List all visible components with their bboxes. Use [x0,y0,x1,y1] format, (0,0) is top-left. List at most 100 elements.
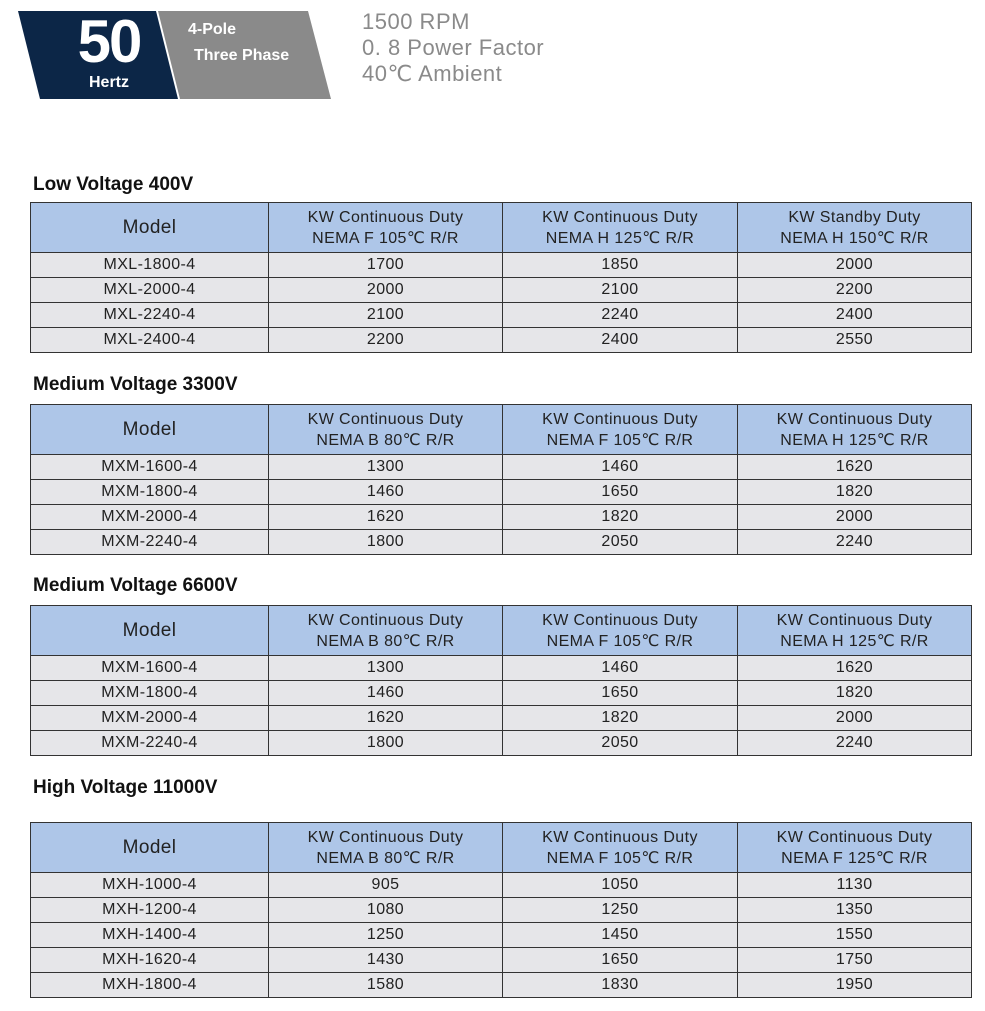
kw-cell: 2240 [502,302,738,328]
header-row: Model KW Continuous Duty NEMA B 80℃ R/R KW … [30,605,972,656]
column-header: KW Continuous Duty NEMA F 105℃ R/R [502,822,738,873]
model-cell: MXL-2400-4 [30,327,269,353]
kw-cell: 2200 [737,277,972,303]
header-line: KW Continuous Duty [542,828,698,846]
column-header: Model [30,202,269,253]
header-line: NEMA B 80℃ R/R [316,849,455,867]
frequency-value: 50 [77,8,143,75]
pole-badge: 4-Pole Three Phase [158,11,333,99]
specs-list: 1500 RPM 0. 8 Power Factor 40℃ Ambient [362,9,544,87]
rating-table: Model KW Continuous Duty NEMA F 105℃ R/R KW… [30,202,972,353]
table-row: MXH-1400-4 1250 1450 1550 [30,922,972,948]
kw-cell: 1830 [502,972,738,998]
table-row: MXM-2240-4 1800 2050 2240 [30,529,972,555]
kw-cell: 1450 [502,922,738,948]
header-line: Model [122,837,177,858]
kw-cell: 1460 [268,479,503,505]
header-line: KW Continuous Duty [542,208,698,226]
kw-cell: 2100 [502,277,738,303]
header-line: NEMA H 125℃ R/R [780,431,929,449]
model-cell: MXM-2000-4 [30,705,269,731]
column-header: KW Continuous Duty NEMA F 105℃ R/R [502,404,738,455]
model-cell: MXM-2240-4 [30,730,269,756]
column-header: KW Continuous Duty NEMA B 80℃ R/R [268,404,503,455]
kw-cell: 2050 [502,529,738,555]
kw-cell: 2400 [502,327,738,353]
model-cell: MXL-2240-4 [30,302,269,328]
column-header: Model [30,404,269,455]
kw-cell: 1850 [502,252,738,278]
kw-cell: 1800 [268,529,503,555]
rating-table: Model KW Continuous Duty NEMA B 80℃ R/R KW … [30,404,972,555]
poles-label: 4-Pole [188,21,237,38]
header-line: NEMA H 150℃ R/R [780,229,929,247]
header-row: Model KW Continuous Duty NEMA F 105℃ R/R KW… [30,202,972,253]
kw-cell: 1820 [737,479,972,505]
header-line: Model [122,419,177,440]
header-line: NEMA B 80℃ R/R [316,431,455,449]
kw-cell: 1950 [737,972,972,998]
phase-label: Three Phase [194,47,290,64]
kw-cell: 1080 [268,897,503,923]
kw-cell: 1620 [737,655,972,681]
kw-cell: 1650 [502,947,738,973]
header-line: NEMA H 125℃ R/R [545,229,695,247]
model-cell: MXM-1800-4 [30,680,269,706]
kw-cell: 1430 [268,947,503,973]
header-line: Model [122,217,177,238]
model-cell: MXH-1200-4 [30,897,269,923]
header-line: NEMA F 105℃ R/R [546,431,694,449]
kw-cell: 1620 [737,454,972,480]
section-title: Medium Voltage 6600V [33,575,238,596]
model-cell: MXM-1800-4 [30,479,269,505]
kw-cell: 1750 [737,947,972,973]
header-row: Model KW Continuous Duty NEMA B 80℃ R/R KW … [30,822,972,873]
kw-cell: 1820 [737,680,972,706]
frequency-unit: Hertz [88,74,129,91]
table-row: MXM-1800-4 1460 1650 1820 [30,680,972,706]
kw-cell: 1650 [502,479,738,505]
header-line: KW Continuous Duty [542,410,698,428]
section-title: Low Voltage 400V [33,174,194,195]
header-line: NEMA F 105℃ R/R [312,229,459,247]
column-header: KW Continuous Duty NEMA F 105℃ R/R [502,605,738,656]
model-cell: MXH-1400-4 [30,922,269,948]
table-row: MXM-2000-4 1620 1820 2000 [30,504,972,530]
kw-cell: 1580 [268,972,503,998]
table-row: MXL-2400-4 2200 2400 2550 [30,327,972,353]
header-line: Model [122,620,177,641]
model-cell: MXM-1600-4 [30,454,269,480]
kw-cell: 1700 [268,252,503,278]
kw-cell: 2000 [737,252,972,278]
kw-cell: 1650 [502,680,738,706]
pole-badge-shape [158,11,331,99]
table-row: MXM-2000-4 1620 1820 2000 [30,705,972,731]
table-row: MXM-2240-4 1800 2050 2240 [30,730,972,756]
header-row: Model KW Continuous Duty NEMA B 80℃ R/R KW … [30,404,972,455]
kw-cell: 1350 [737,897,972,923]
header-line: KW Continuous Duty [307,611,464,629]
kw-cell: 1460 [268,680,503,706]
table-row: MXM-1800-4 1460 1650 1820 [30,479,972,505]
kw-cell: 1250 [268,922,503,948]
header-line: KW Continuous Duty [542,611,698,629]
kw-cell: 2100 [268,302,503,328]
kw-cell: 1550 [737,922,972,948]
model-cell: MXH-1620-4 [30,947,269,973]
model-cell: MXM-1600-4 [30,655,269,681]
column-header: KW Standby Duty NEMA H 150℃ R/R [737,202,972,253]
kw-cell: 1250 [502,897,738,923]
kw-cell: 1620 [268,504,503,530]
table-row: MXL-1800-4 1700 1850 2000 [30,252,972,278]
model-cell: MXM-2240-4 [30,529,269,555]
kw-cell: 2200 [268,327,503,353]
kw-cell: 1820 [502,504,738,530]
header-line: NEMA H 125℃ R/R [780,632,929,650]
kw-cell: 1460 [502,454,738,480]
kw-cell: 2400 [737,302,972,328]
header-line: KW Continuous Duty [776,410,933,428]
kw-cell: 1800 [268,730,503,756]
header-line: KW Continuous Duty [776,828,933,846]
header-line: NEMA B 80℃ R/R [316,632,455,650]
frequency-badge: 50 Hertz [18,11,178,99]
